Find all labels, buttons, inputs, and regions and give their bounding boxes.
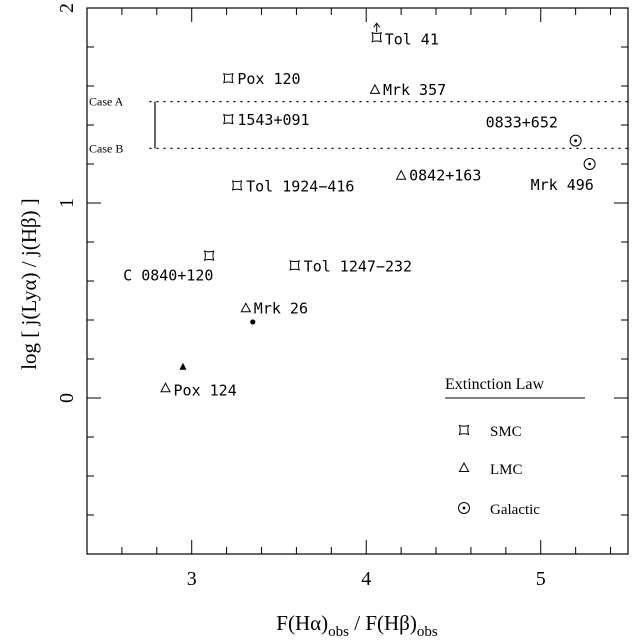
data-label: Mrk 357: [383, 81, 446, 99]
x-title-sub-1: obs: [328, 624, 349, 640]
square-marker: [289, 260, 300, 271]
square-marker: [371, 31, 382, 43]
data-point: C 0840+120: [123, 250, 215, 285]
series-galactic: 0833+652 Mrk 496: [486, 114, 596, 194]
data-point: Pox 120: [223, 70, 301, 88]
series-smc: Tol 41 Pox 120 1543+091 Tol 1924−416 C 0840+…: [123, 22, 439, 285]
triangle-marker: [160, 382, 171, 393]
data-label: Mrk 496: [531, 176, 594, 194]
reference-lines: Case A Case B: [89, 95, 629, 155]
data-point: 0833+652: [486, 114, 582, 147]
data-point: Pox 124: [160, 381, 237, 399]
data-label: 0833+652: [486, 114, 558, 132]
legend: Extinction Law SMC LMC Galactic: [445, 376, 585, 518]
legend-label: LMC: [490, 462, 523, 478]
legend-item: SMC: [458, 424, 522, 440]
circle-marker: [458, 502, 470, 514]
circle-marker: [583, 158, 596, 170]
extra-mark: [250, 319, 256, 325]
x-axis-title: F(Hα)obs / F(Hβ)obs: [276, 611, 438, 640]
square-marker: [223, 113, 234, 125]
data-label: 1543+091: [237, 111, 309, 129]
data-point: Tol 41: [371, 22, 439, 48]
filled-dot-marker: [250, 319, 256, 325]
data-label: Tol 1247−232: [304, 257, 412, 275]
reference-line-label: Case A: [89, 95, 124, 109]
axes: 3 4 5 0 1 2: [56, 3, 629, 590]
y-tick-label: 0: [56, 393, 78, 403]
x-tick-label: 4: [361, 568, 371, 590]
square-marker: [223, 72, 234, 84]
x-title-sub-2: obs: [417, 624, 438, 640]
legend-title: Extinction Law: [445, 376, 545, 393]
triangle-marker: [458, 461, 470, 472]
y-axis-title: log [ j(Lyα) / j(Hβ) ]: [17, 198, 41, 370]
x-title-part-1: F(Hα): [276, 611, 328, 635]
data-label: Tol 41: [385, 30, 439, 48]
data-point: Mrk 357: [369, 81, 446, 99]
data-label: 0842+163: [409, 167, 481, 185]
upper-limit-arrowhead: [373, 22, 381, 28]
data-point: 0842+163: [395, 167, 481, 185]
data-label: Mrk 26: [254, 299, 308, 317]
triangle-marker: [240, 302, 252, 313]
circle-marker: [569, 134, 582, 147]
square-marker: [203, 250, 215, 261]
data-label: Pox 120: [237, 70, 300, 88]
circle-marker-dot: [588, 162, 592, 166]
data-label: C 0840+120: [123, 267, 213, 285]
y-tick-label: 2: [56, 3, 78, 13]
square-marker: [231, 180, 243, 191]
data-points: Tol 41 Pox 120 1543+091 Tol 1924−416 C 0840+…: [123, 22, 596, 399]
legend-label: SMC: [490, 424, 522, 440]
extra-mark: [179, 362, 187, 370]
legend-label: Galactic: [490, 502, 540, 518]
data-point: Mrk 496: [531, 158, 596, 194]
circle-marker-dot: [574, 139, 578, 143]
data-label: Pox 124: [174, 381, 237, 399]
y-tick-label: 1: [56, 198, 78, 208]
triangle-marker: [395, 169, 407, 180]
series-lmc: Mrk 357 0842+163 Mrk 26 Pox 124: [160, 81, 481, 399]
legend-item: Galactic: [458, 502, 540, 518]
x-tick-label: 3: [187, 568, 197, 590]
legend-item: LMC: [458, 461, 523, 478]
x-title-part-2: / F(Hβ): [349, 611, 417, 635]
data-point: 1543+091: [223, 111, 310, 129]
data-label: Tol 1924−416: [246, 177, 354, 195]
data-point: Tol 1247−232: [289, 257, 412, 275]
data-point: Tol 1924−416: [231, 177, 354, 195]
square-marker: [458, 424, 470, 436]
reference-line-label: Case B: [89, 141, 123, 155]
triangle-marker: [369, 83, 381, 94]
x-tick-label: 5: [536, 568, 546, 590]
filled-triangle-marker: [179, 362, 187, 370]
circle-marker-dot: [462, 506, 466, 510]
data-point: Mrk 26: [240, 299, 308, 317]
